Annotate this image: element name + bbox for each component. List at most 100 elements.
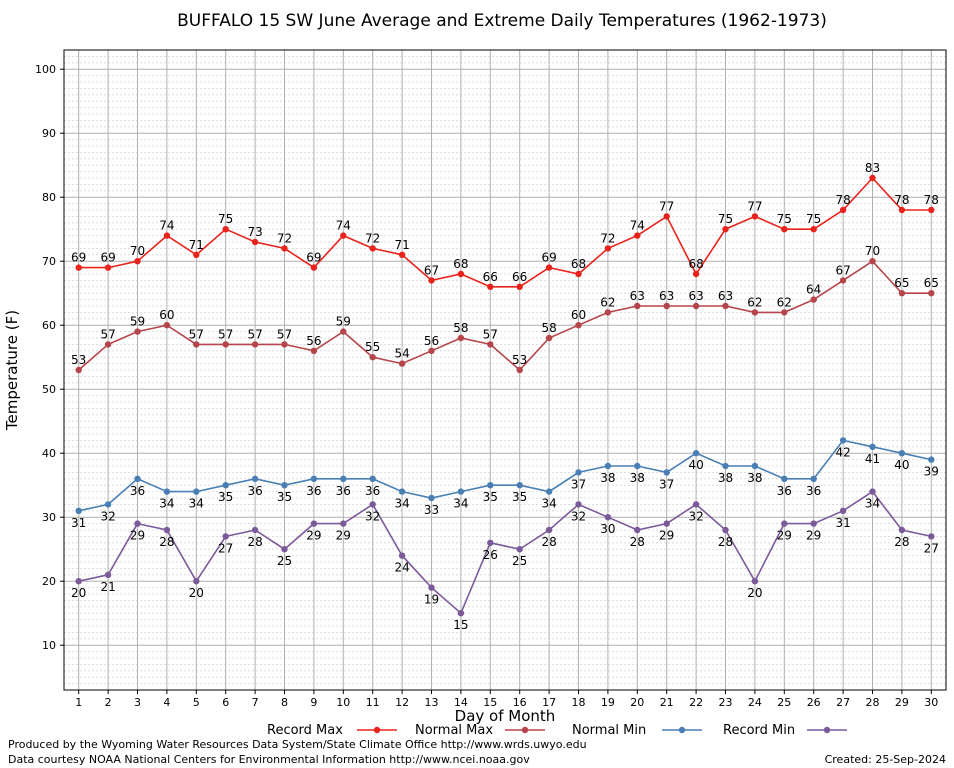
normal-max-point: [869, 258, 876, 265]
record-max-data-label: 69: [306, 251, 321, 265]
normal-min-data-label: 36: [247, 484, 262, 498]
normal-min-data-label: 40: [688, 458, 703, 472]
record-min-data-label: 32: [571, 509, 586, 523]
normal-max-data-label: 54: [394, 347, 409, 361]
y-axis: 10 20 30 40 50 60 70 80 90 100: [35, 63, 64, 652]
legend-item-record-min: Record Min: [723, 723, 847, 738]
normal-min-point: [457, 488, 465, 495]
legend-marker-swatch: [373, 726, 381, 734]
normal-max-data-label: 57: [247, 327, 262, 341]
legend-label: Normal Min: [572, 723, 646, 738]
record-max-data-label: 70: [130, 244, 145, 258]
record-max-data-label: 75: [218, 212, 233, 226]
record-min-data-label: 29: [130, 529, 145, 543]
x-tick-label: 11: [366, 696, 380, 709]
record-max-point: [839, 206, 847, 214]
record-max-data-label: 75: [806, 212, 821, 226]
normal-max-point: [898, 290, 906, 297]
record-max-data-label: 77: [659, 199, 674, 213]
normal-min-point: [575, 469, 582, 476]
y-tick-label: 70: [42, 255, 56, 268]
normal-min-point: [634, 462, 641, 470]
record-max-point: [722, 226, 729, 233]
normal-max-point: [751, 309, 759, 316]
record-max-point: [193, 251, 200, 258]
normal-min-point: [251, 475, 259, 482]
record-min-point: [281, 546, 288, 553]
normal-min-point: [898, 450, 906, 457]
record-min-data-label: 27: [924, 541, 939, 555]
normal-max-data-label: 59: [130, 315, 145, 329]
x-tick-label: 1: [75, 696, 82, 709]
record-max-data-label: 71: [189, 238, 204, 252]
normal-max-data-label: 70: [865, 244, 880, 258]
x-tick-label: 20: [630, 696, 644, 709]
y-tick-label: 30: [42, 511, 56, 524]
record-max-point: [663, 213, 670, 220]
record-min-point: [545, 526, 553, 534]
record-max-data-label: 75: [718, 212, 733, 226]
normal-max-point: [163, 322, 171, 329]
normal-min-point: [869, 443, 876, 450]
normal-max-data-label: 57: [483, 327, 498, 341]
normal-min-point: [516, 482, 523, 489]
record-min-series: 20 21 29 28 20 27 28 25 29 29 32 24 19 15 26 25 28 32 30 28…: [71, 488, 939, 632]
x-tick-label: 23: [719, 696, 733, 709]
record-max-point: [898, 206, 906, 214]
normal-min-data-label: 35: [277, 490, 292, 504]
x-tick-label: 24: [748, 696, 762, 709]
record-min-data-label: 29: [306, 529, 321, 543]
record-min-point: [398, 552, 406, 559]
normal-max-point: [134, 328, 141, 335]
normal-max-data-label: 57: [277, 327, 292, 341]
normal-max-data-label: 63: [659, 289, 674, 303]
normal-max-point: [781, 309, 788, 316]
footer-data-courtesy: Data courtesy NOAA National Centers for …: [8, 753, 530, 766]
record-min-point: [898, 526, 906, 534]
x-tick-label: 14: [454, 696, 468, 709]
legend-item-record-max: Record Max: [267, 723, 397, 738]
record-min-point: [222, 533, 229, 540]
normal-max-point: [457, 334, 465, 342]
record-max-data-label: 83: [865, 161, 880, 175]
record-min-point: [310, 520, 318, 527]
normal-min-point: [604, 462, 612, 470]
normal-max-data-label: 57: [189, 327, 204, 341]
x-tick-label: 27: [836, 696, 850, 709]
legend-marker-swatch: [678, 726, 686, 734]
record-max-line: [78, 176, 932, 288]
record-max-point: [369, 245, 376, 252]
record-min-data-label: 34: [865, 497, 880, 511]
normal-min-point: [722, 462, 729, 470]
normal-max-line: [78, 260, 932, 372]
record-min-point: [457, 610, 465, 617]
normal-max-point: [839, 277, 847, 284]
normal-min-line: [78, 439, 932, 512]
record-min-point: [163, 526, 171, 534]
normal-min-data-label: 38: [630, 471, 645, 485]
record-max-point: [604, 245, 612, 252]
normal-min-data-label: 34: [541, 497, 556, 511]
record-max-point: [398, 251, 406, 258]
legend-marker-swatch: [521, 726, 529, 734]
record-max-data-label: 78: [835, 193, 850, 207]
normal-min-data-label: 35: [218, 490, 233, 504]
normal-min-point: [75, 507, 82, 514]
normal-min-data-label: 37: [659, 477, 674, 491]
x-tick-label: 4: [163, 696, 170, 709]
normal-min-point: [134, 475, 141, 482]
record-min-point: [575, 501, 582, 508]
normal-min-data-label: 38: [747, 471, 762, 485]
record-min-data-label: 26: [483, 548, 498, 562]
record-max-point: [810, 226, 817, 233]
x-tick-label: 30: [924, 696, 938, 709]
normal-max-data-label: 63: [630, 289, 645, 303]
normal-max-data-label: 62: [777, 295, 792, 309]
normal-min-data-label: 36: [130, 484, 145, 498]
normal-max-point: [487, 341, 494, 348]
record-min-data-label: 31: [835, 516, 850, 530]
record-min-data-label: 28: [630, 535, 645, 549]
x-tick-label: 26: [807, 696, 821, 709]
record-max-point: [428, 277, 435, 284]
x-tick-label: 5: [193, 696, 200, 709]
